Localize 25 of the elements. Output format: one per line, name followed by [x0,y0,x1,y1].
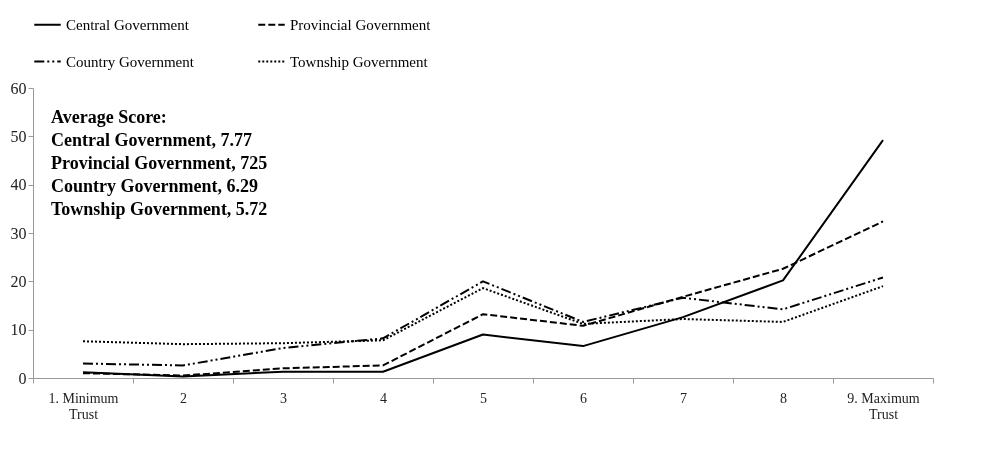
x-tick-label: 2 [180,390,187,406]
x-tick-label: 9. Maximum Trust [847,390,920,422]
y-tick-label: 10 [10,321,27,339]
x-tick-label: 5 [480,390,487,406]
x-tick-label: 6 [580,390,587,406]
annotation: Average Score: [51,107,167,127]
annotation: Provincial Government, 725 [51,153,268,173]
annotation: Central Government, 7.77 [51,130,252,150]
legend-label: Township Government [290,53,429,70]
legend-label: Provincial Government [290,16,432,33]
x-tick-label: 4 [380,390,387,406]
legend-label: Central Government [66,16,190,33]
annotation: Country Government, 6.29 [51,176,258,196]
y-tick-label: 0 [18,369,27,387]
y-tick-label: 40 [10,176,27,194]
y-tick-label: 20 [10,272,27,290]
legend-label: Country Government [66,53,195,70]
annotation: Township Government, 5.72 [51,199,268,219]
y-tick-label: 50 [10,127,27,145]
x-tick-label: 3 [280,390,287,406]
x-tick-label: 7 [680,390,687,406]
y-tick-label: 60 [10,79,27,97]
x-tick-label: 1. Minimum Trust [48,390,119,422]
y-tick-label: 30 [10,224,27,242]
x-tick-label: 8 [780,390,787,406]
